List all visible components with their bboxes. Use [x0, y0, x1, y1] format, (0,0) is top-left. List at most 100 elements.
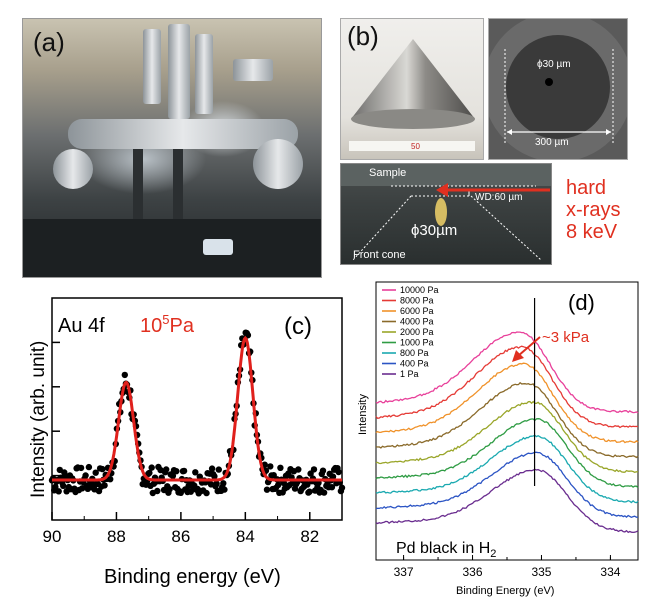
- port-flange: [253, 139, 303, 189]
- x-tick-label: 84: [236, 527, 255, 546]
- data-point: [85, 463, 93, 471]
- cone-drawing: 50: [349, 39, 475, 151]
- aperture-drawing: ϕ30 µm 300 µm: [489, 19, 627, 159]
- data-point: [101, 482, 108, 489]
- annotation-arrow: [517, 336, 541, 357]
- sample-gap-photo: Sample WD:60 µm ϕ30µm Front cone: [340, 163, 552, 265]
- ruler: [349, 141, 475, 151]
- panel-label-a: (a): [33, 27, 65, 57]
- legend-label: 800 Pa: [400, 348, 429, 358]
- x-tick-label: 337: [394, 565, 414, 579]
- spectrum-line: [375, 451, 639, 519]
- panel-label-b: (b): [347, 21, 379, 51]
- flange-column: [143, 29, 161, 104]
- x-tick-label: 334: [600, 565, 620, 579]
- port-flange: [53, 149, 93, 189]
- flange-column: [168, 24, 190, 119]
- panel-label-d: (d): [568, 290, 595, 315]
- data-point: [221, 486, 228, 493]
- vacuum-chamber: [68, 119, 298, 149]
- cone-tip: [506, 35, 610, 139]
- au4f-chart: 90 88 86 84 82 Au 4f 105Pa (c) Binding energ…: [28, 297, 346, 588]
- x-axis-label: Binding energy (eV): [104, 566, 281, 588]
- spectrum-line: [375, 345, 639, 429]
- aperture-hole: [545, 78, 553, 86]
- spectrum-line: [375, 468, 639, 534]
- frame-post: [173, 139, 183, 277]
- xray-arrow-group: hard x-rays 8 keV: [436, 177, 620, 243]
- spectrum-line: [375, 362, 639, 444]
- data-point: [329, 473, 337, 480]
- spectrum-line: [375, 400, 638, 473]
- data-point: [306, 488, 313, 495]
- data-point: [82, 472, 89, 479]
- spectrum-line: [375, 434, 639, 504]
- x-tick-label: 82: [300, 527, 319, 546]
- data-point: [99, 465, 106, 473]
- data-point: [173, 468, 180, 475]
- data-point: [208, 465, 216, 472]
- data-point: [169, 472, 177, 479]
- panel-label-c: (c): [284, 313, 312, 340]
- ruler-text: 50: [411, 142, 420, 151]
- xray-label-3: 8 keV: [566, 221, 618, 243]
- data-point: [166, 486, 173, 493]
- legend-label: 8000 Pa: [400, 296, 434, 306]
- subtitle-label: Pd black in H2: [396, 540, 496, 560]
- data-point: [154, 487, 161, 495]
- y-axis-label: Intensity (arb. unit): [28, 341, 49, 498]
- data-point: [211, 473, 218, 480]
- legend-label: 4000 Pa: [400, 317, 434, 327]
- data-point: [335, 468, 342, 476]
- hole-size-label: ϕ30 µm: [537, 59, 571, 70]
- x-ticks: 90 88 86 84 82: [43, 512, 319, 546]
- data-point: [107, 476, 114, 483]
- legend-label: 400 Pa: [400, 359, 429, 369]
- frame-post: [133, 139, 143, 277]
- plot-frame: [51, 297, 343, 521]
- data-point: [304, 481, 311, 488]
- data-point: [295, 466, 302, 473]
- x-axis-label: Binding Energy (eV): [456, 585, 554, 597]
- data-point: [328, 484, 336, 491]
- x-ticks: 337 336 335 334: [394, 555, 621, 579]
- spectra-lines: [375, 331, 639, 534]
- data-point: [192, 469, 199, 476]
- spectrum-line: [375, 418, 639, 489]
- pressure-label: 105Pa: [140, 312, 195, 337]
- data-point: [267, 463, 274, 470]
- data-point: [320, 489, 328, 496]
- x-tick-label: 86: [171, 527, 190, 546]
- data-point: [177, 489, 184, 496]
- data-point: [263, 486, 271, 493]
- apparatus-photo: (a): [22, 18, 322, 278]
- xray-label-2: x-rays: [566, 199, 620, 221]
- data-point: [60, 482, 67, 489]
- spectrum-line: [375, 331, 639, 414]
- data-point: [121, 371, 128, 379]
- data-point: [196, 473, 203, 480]
- data-point: [203, 489, 210, 497]
- data-point: [275, 481, 282, 489]
- cone-label: Front cone: [353, 249, 406, 261]
- x-tick-label: 88: [107, 527, 126, 546]
- legend-label: 10000 Pa: [400, 285, 439, 295]
- element-label: Au 4f: [58, 315, 105, 337]
- data-point: [213, 480, 220, 487]
- data-point: [310, 466, 318, 473]
- legend-label: 6000 Pa: [400, 306, 434, 316]
- legend-label: 1000 Pa: [400, 338, 434, 348]
- aperture-micrograph: ϕ30 µm 300 µm: [488, 18, 628, 160]
- cone-rim: [351, 109, 475, 129]
- data-point: [220, 480, 227, 487]
- data-point: [146, 469, 153, 477]
- data-point: [244, 332, 252, 339]
- data-point: [52, 483, 59, 491]
- xray-glow: [435, 198, 447, 226]
- data-point: [55, 488, 62, 495]
- kpa-annotation: ~3 kPa: [542, 329, 590, 346]
- data-point: [163, 466, 170, 473]
- data-point: [180, 467, 188, 475]
- data-points: [48, 329, 346, 497]
